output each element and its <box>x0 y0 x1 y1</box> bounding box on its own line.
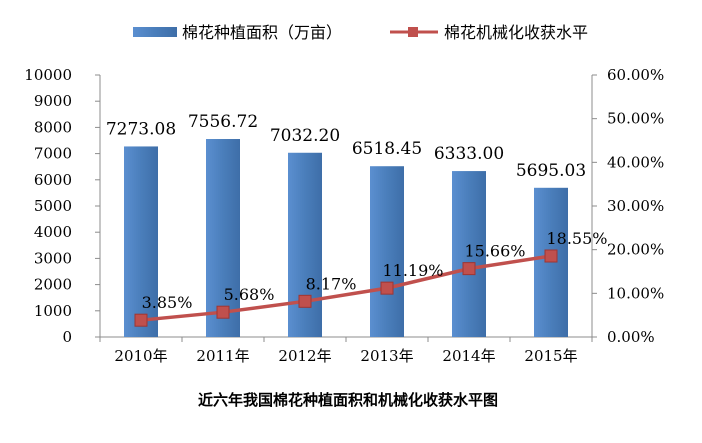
line-value-label: 3.85% <box>142 293 193 312</box>
line-value-label: 11.19% <box>382 261 443 280</box>
x-tick-label: 2013年 <box>360 347 413 365</box>
line-point-2014年 <box>462 262 476 276</box>
y-left-tick-label: 3000 <box>34 249 72 267</box>
y-left-tick-label: 6000 <box>34 171 72 189</box>
line-value-label: 18.55% <box>546 229 607 248</box>
legend-line-marker <box>408 27 418 37</box>
x-tick-label: 2010年 <box>114 347 167 365</box>
line-point-2011年 <box>216 305 230 319</box>
bar-2013年 <box>370 166 404 337</box>
bar-2011年 <box>206 139 240 337</box>
bar-value-label: 6333.00 <box>434 144 504 164</box>
bar-value-label: 7556.72 <box>188 112 258 132</box>
y-left-tick-label: 5000 <box>34 197 72 215</box>
y-left-tick-label: 7000 <box>34 145 72 163</box>
bar-value-label: 6518.45 <box>352 139 422 159</box>
bar-2010年 <box>124 146 158 337</box>
legend-bar-swatch <box>133 27 177 37</box>
y-left-tick-label: 2000 <box>34 276 72 294</box>
y-left-tick-label: 1000 <box>34 302 72 320</box>
line-point-2013年 <box>380 281 394 295</box>
bar-value-label: 7032.20 <box>270 126 340 146</box>
y-left-tick-label: 4000 <box>34 223 72 241</box>
chart-title: 近六年我国棉花种植面积和机械化收获水平图 <box>198 391 498 409</box>
y-right-tick-label: 50.00% <box>607 110 664 128</box>
y-right-tick-label: 0.00% <box>607 328 655 346</box>
line-point-2010年 <box>134 313 148 327</box>
bar-2014年 <box>452 171 486 337</box>
y-left-tick-label: 0 <box>62 328 72 346</box>
x-tick-label: 2015年 <box>524 347 577 365</box>
line-value-label: 8.17% <box>306 274 357 293</box>
legend-line-label: 棉花机械化收获水平 <box>444 23 588 42</box>
line-value-label: 5.68% <box>224 285 275 304</box>
y-right-tick-label: 20.00% <box>607 241 664 259</box>
y-left-tick-label: 8000 <box>34 118 72 136</box>
bar-2012年 <box>288 152 322 337</box>
line-point-2012年 <box>298 294 312 308</box>
y-right-tick-label: 10.00% <box>607 284 664 302</box>
bar-value-label: 5695.03 <box>516 161 586 181</box>
x-tick-label: 2014年 <box>442 347 495 365</box>
y-left-tick-label: 10000 <box>24 66 72 84</box>
line-series <box>140 254 552 322</box>
line-value-label: 15.66% <box>464 242 525 261</box>
y-right-tick-label: 60.00% <box>607 66 664 84</box>
bar-value-label: 7273.08 <box>106 119 176 139</box>
legend-bar-label: 棉花种植面积（万亩） <box>182 23 342 42</box>
y-right-tick-label: 30.00% <box>607 197 664 215</box>
line-point-2015年 <box>544 249 558 263</box>
y-left-tick-label: 9000 <box>34 92 72 110</box>
x-tick-label: 2011年 <box>196 347 249 365</box>
y-right-tick-label: 40.00% <box>607 153 664 171</box>
x-tick-label: 2012年 <box>278 347 331 365</box>
